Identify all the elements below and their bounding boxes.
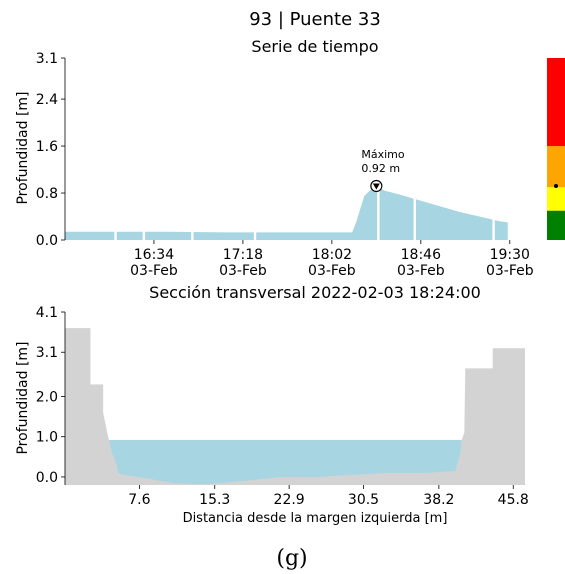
x-tick-label: 22.9 (274, 492, 305, 508)
x-tick-label: 7.6 (128, 492, 150, 508)
x-tick-label: 15.3 (199, 492, 230, 508)
x-tick-label: 45.8 (498, 492, 529, 508)
data-gap (253, 58, 257, 241)
y-tick-label: 4.1 (36, 305, 58, 321)
x-tick-label-date: 03-Feb (219, 263, 267, 279)
data-gap (413, 58, 416, 241)
alert-level-band (547, 58, 565, 147)
data-gap (492, 58, 495, 241)
depth-series-area (65, 185, 508, 240)
max-label-title: Máximo (361, 148, 405, 161)
data-gap (191, 58, 194, 241)
timeseries-area (65, 185, 508, 240)
x-tick-label-date: 03-Feb (130, 263, 178, 279)
timeseries-y-axis-label: Profundidad [m] (15, 91, 31, 204)
y-tick-label: 0.0 (36, 233, 58, 249)
data-gap (377, 58, 380, 241)
data-gap (114, 58, 117, 241)
y-tick-label: 2.0 (36, 389, 58, 405)
data-gap (142, 58, 146, 241)
timeseries-gaps (114, 58, 495, 241)
figure-title: 93 | Puente 33 (249, 9, 381, 30)
max-arrow-icon (372, 183, 380, 190)
cross-section-title: Sección transversal 2022-02-03 18:24:00 (149, 283, 481, 302)
alert-level-band (547, 210, 565, 240)
max-label-value: 0.92 m (361, 162, 400, 175)
timeseries-x-axis: 16:3403-Feb17:1803-Feb18:0203-Feb18:4603… (130, 240, 534, 279)
y-tick-label: 0.8 (36, 186, 58, 202)
x-tick-label-date: 03-Feb (486, 263, 534, 279)
y-tick-label: 3.1 (36, 51, 58, 67)
alert-level-scale (547, 58, 565, 240)
timeseries-title: Serie de tiempo (251, 37, 378, 56)
x-tick-label-time: 16:34 (134, 247, 174, 263)
x-tick-label-date: 03-Feb (308, 263, 356, 279)
alert-level-band (547, 187, 565, 211)
figure-caption: (g) (276, 546, 307, 571)
y-tick-label: 1.6 (36, 139, 58, 155)
alert-level-band (547, 146, 565, 188)
x-tick-label-time: 18:02 (312, 247, 352, 263)
cross-section-y-axis: 0.0 1.0 2.0 3.1 4.1 (36, 305, 66, 486)
max-annotation: Máximo 0.92 m (361, 148, 405, 193)
timeseries-panel: 0.00.81.62.43.1 16:3403-Feb17:1803-Feb18… (15, 51, 534, 279)
riverbed-profile (65, 328, 525, 485)
y-tick-label: 2.4 (36, 92, 58, 108)
x-tick-label-time: 17:18 (223, 247, 263, 263)
cross-section-y-axis-label: Profundidad [m] (15, 341, 31, 454)
cross-section-x-axis-label: Distancia desde la margen izquierda [m] (183, 511, 448, 526)
y-tick-label: 3.1 (36, 345, 58, 361)
x-tick-label-time: 19:30 (490, 247, 530, 263)
y-tick-label: 1.0 (36, 430, 58, 446)
cross-section-panel: 0.01.02.03.14.1 7.6 15.3 22.9 30.5 38.2 45.8 … (15, 305, 529, 526)
current-level-dot (554, 183, 558, 188)
y-tick-label: 0.0 (36, 470, 58, 486)
cross-section-x-axis: 7.6 15.3 22.9 30.5 38.2 45.8 (128, 485, 529, 508)
x-tick-label: 30.5 (348, 492, 379, 508)
timeseries-y-axis: 0.0 0.8 1.6 2.4 3.1 (36, 51, 66, 249)
x-tick-label-date: 03-Feb (397, 263, 445, 279)
x-tick-label-time: 18:46 (401, 247, 441, 263)
x-tick-label: 38.2 (423, 492, 454, 508)
